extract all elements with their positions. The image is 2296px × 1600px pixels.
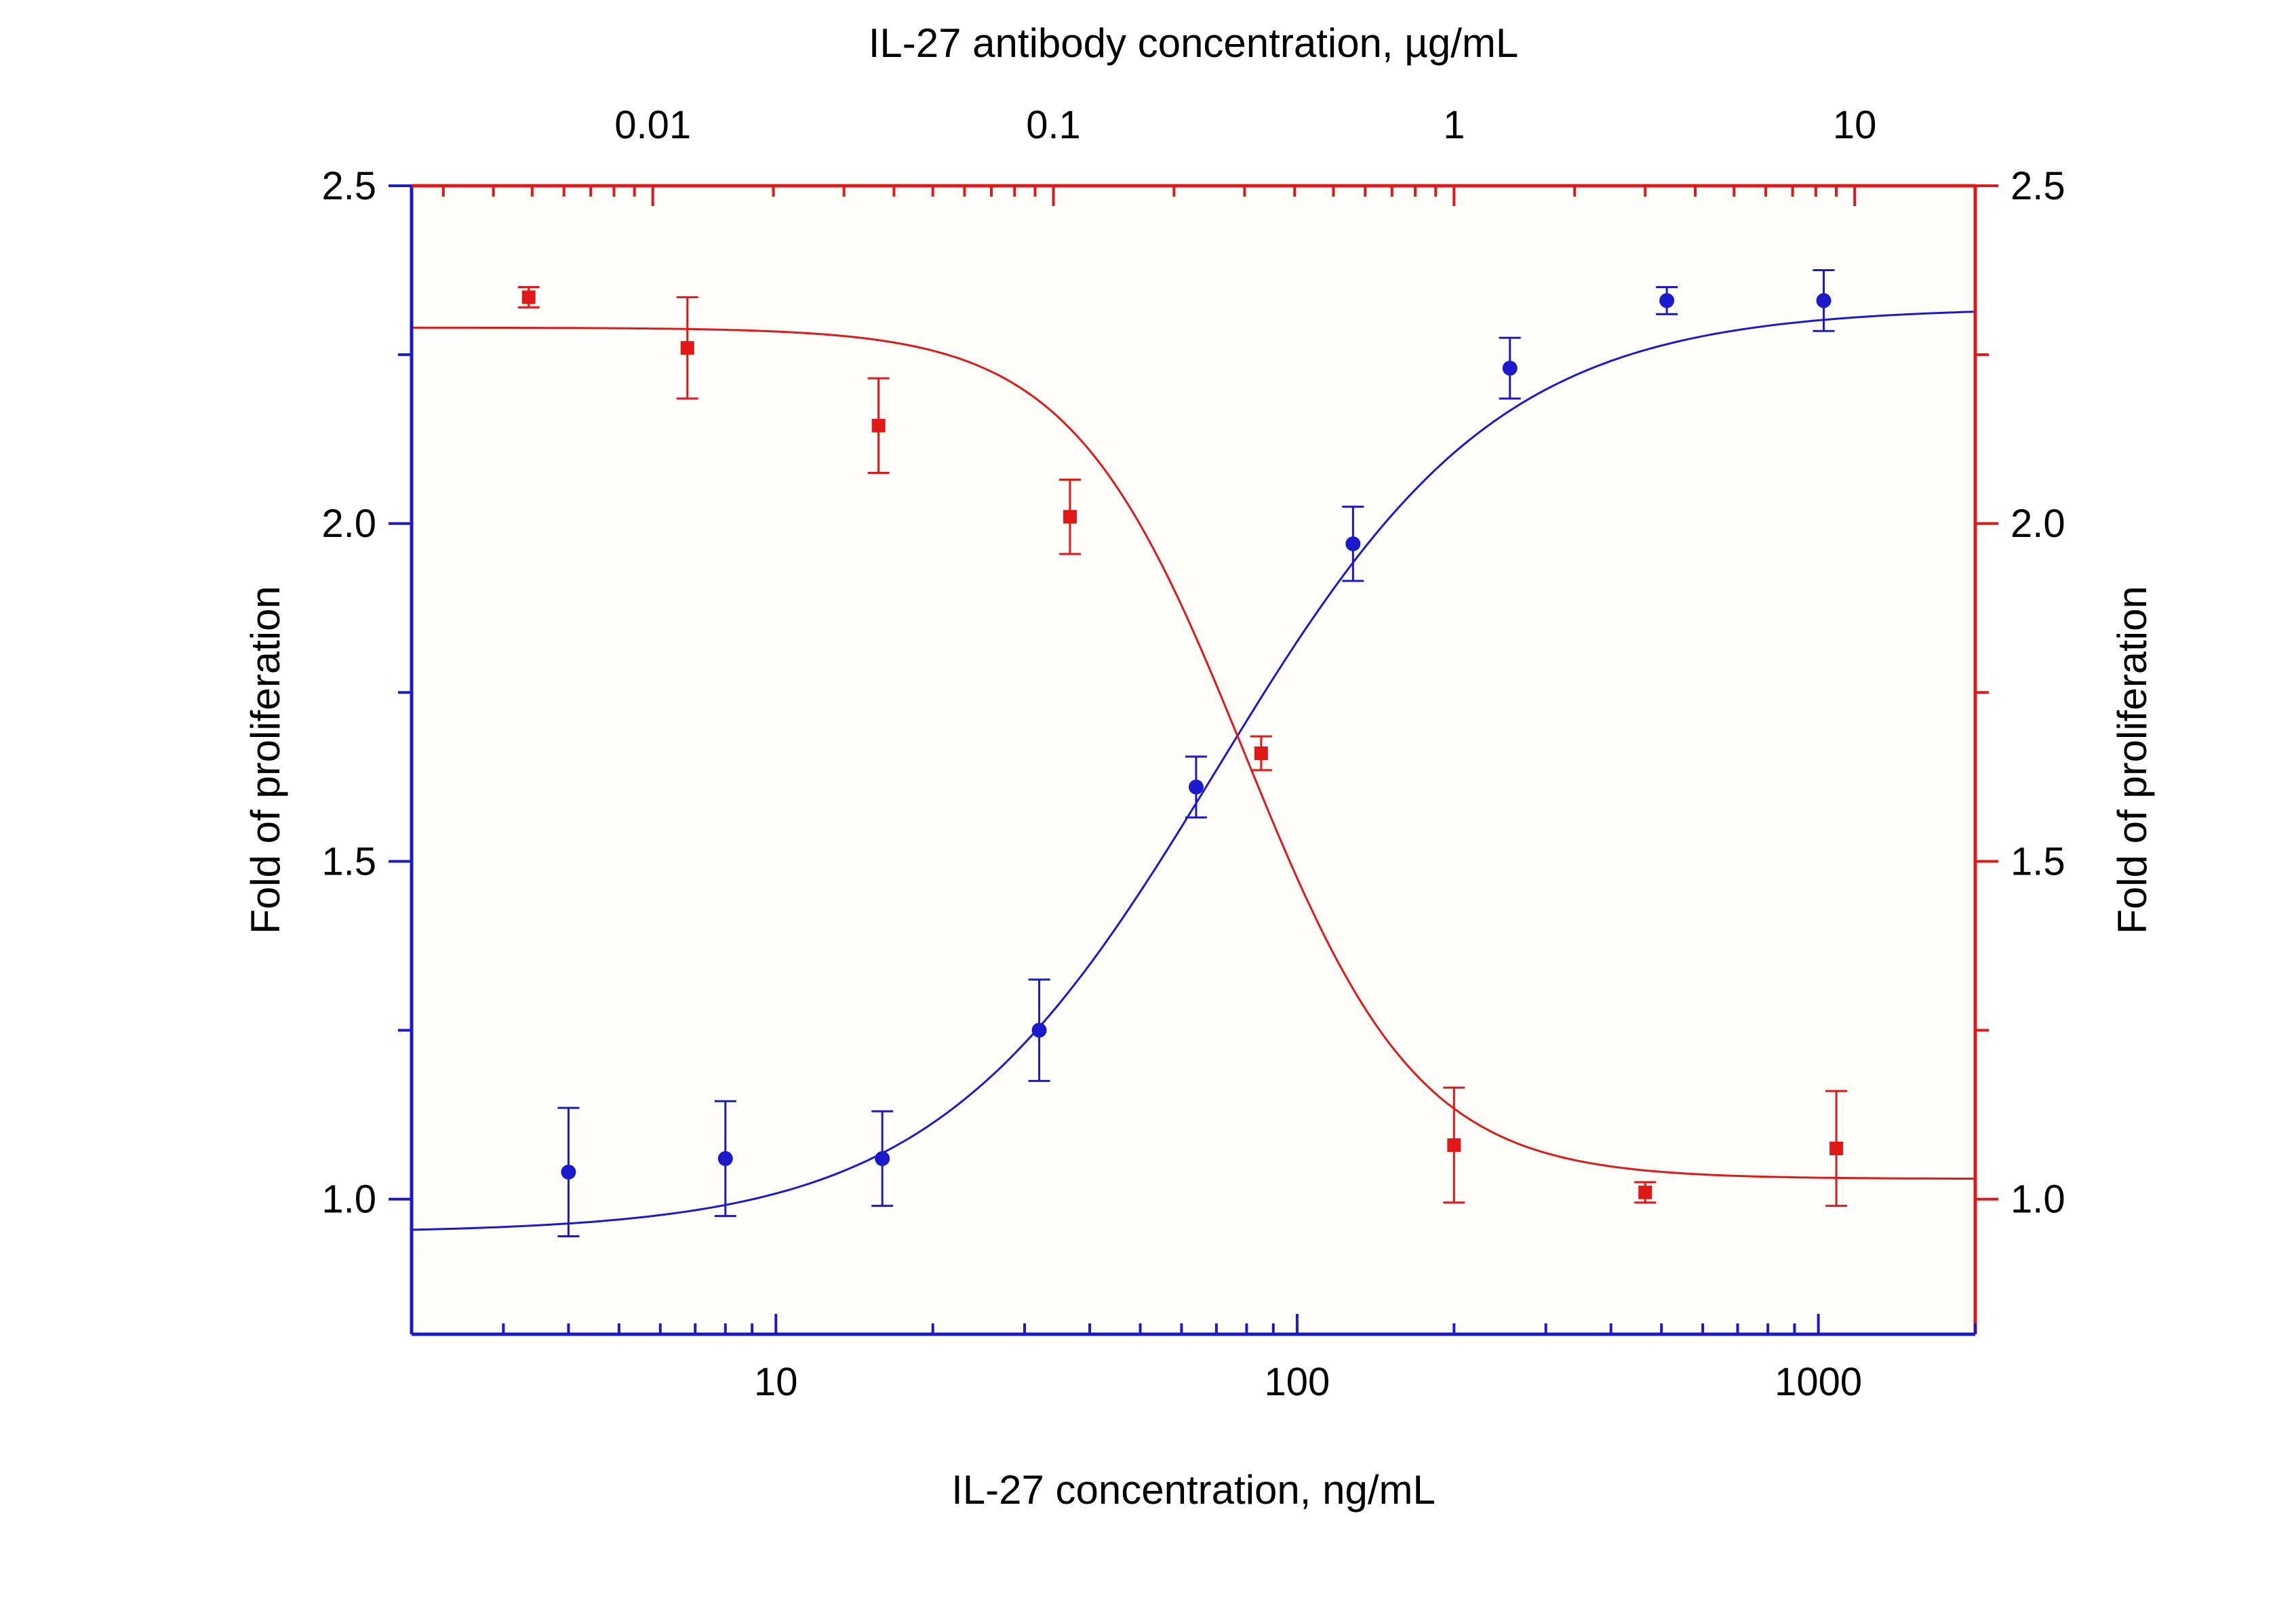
data-point-1	[1188, 779, 1204, 795]
y-right-tick-label: 1.5	[2011, 839, 2065, 883]
data-point-2	[871, 418, 886, 433]
data-point-1	[1816, 293, 1832, 308]
data-point-1	[1345, 536, 1361, 552]
data-point-1	[561, 1164, 576, 1180]
x-bottom-tick-label: 1000	[1775, 1360, 1862, 1404]
data-point-2	[1254, 746, 1268, 761]
fit-curves	[411, 311, 1976, 1231]
data-point-1	[717, 1151, 733, 1166]
x-bottom-tick-label: 10	[754, 1360, 798, 1404]
x-top-tick-label: 0.01	[614, 103, 691, 147]
data-point-1	[875, 1151, 890, 1166]
y-right-tick-label: 1.0	[2011, 1178, 2065, 1222]
fit-curve-1	[411, 311, 1976, 1231]
x-top-axis-title: IL-27 antibody concentration, µg/mL	[869, 20, 1518, 66]
data-point-2	[1638, 1185, 1652, 1199]
plot-background	[412, 186, 1975, 1334]
data-markers	[521, 290, 1844, 1199]
y-right-tick-label: 2.5	[2011, 164, 2065, 208]
y-right-tick-label: 2.0	[2011, 502, 2065, 546]
y-left-axis-title: Fold of proliferation	[243, 586, 288, 934]
fit-curve-2	[411, 326, 1975, 1180]
tick-labels: 10 100 1000 0.01 0.1 1 10 1.0 1.5 2.0 2.5 1.0 1.5 2.0…	[321, 103, 2065, 1404]
y-left-tick-label: 2.0	[321, 502, 376, 546]
x-bottom-tick-label: 100	[1265, 1360, 1330, 1404]
data-point-1	[1659, 293, 1675, 308]
data-point-2	[1447, 1138, 1461, 1152]
x-top-tick-label: 10	[1833, 103, 1877, 147]
x-top-tick-label: 1	[1443, 103, 1465, 147]
data-point-1	[1502, 361, 1518, 376]
data-point-2	[680, 341, 694, 355]
y-left-tick-label: 1.0	[321, 1178, 376, 1222]
y-left-tick-label: 2.5	[321, 164, 376, 208]
data-point-2	[1829, 1141, 1844, 1155]
x-bottom-axis-title: IL-27 concentration, ng/mL	[951, 1467, 1436, 1513]
data-point-1	[1031, 1022, 1047, 1038]
x-top-tick-label: 0.1	[1026, 103, 1081, 147]
data-point-2	[1063, 510, 1077, 524]
y-right-axis-title: Fold of proliferation	[2110, 586, 2155, 934]
data-point-2	[521, 290, 536, 304]
y-left-tick-label: 1.5	[321, 839, 376, 883]
axes	[389, 184, 1998, 1336]
